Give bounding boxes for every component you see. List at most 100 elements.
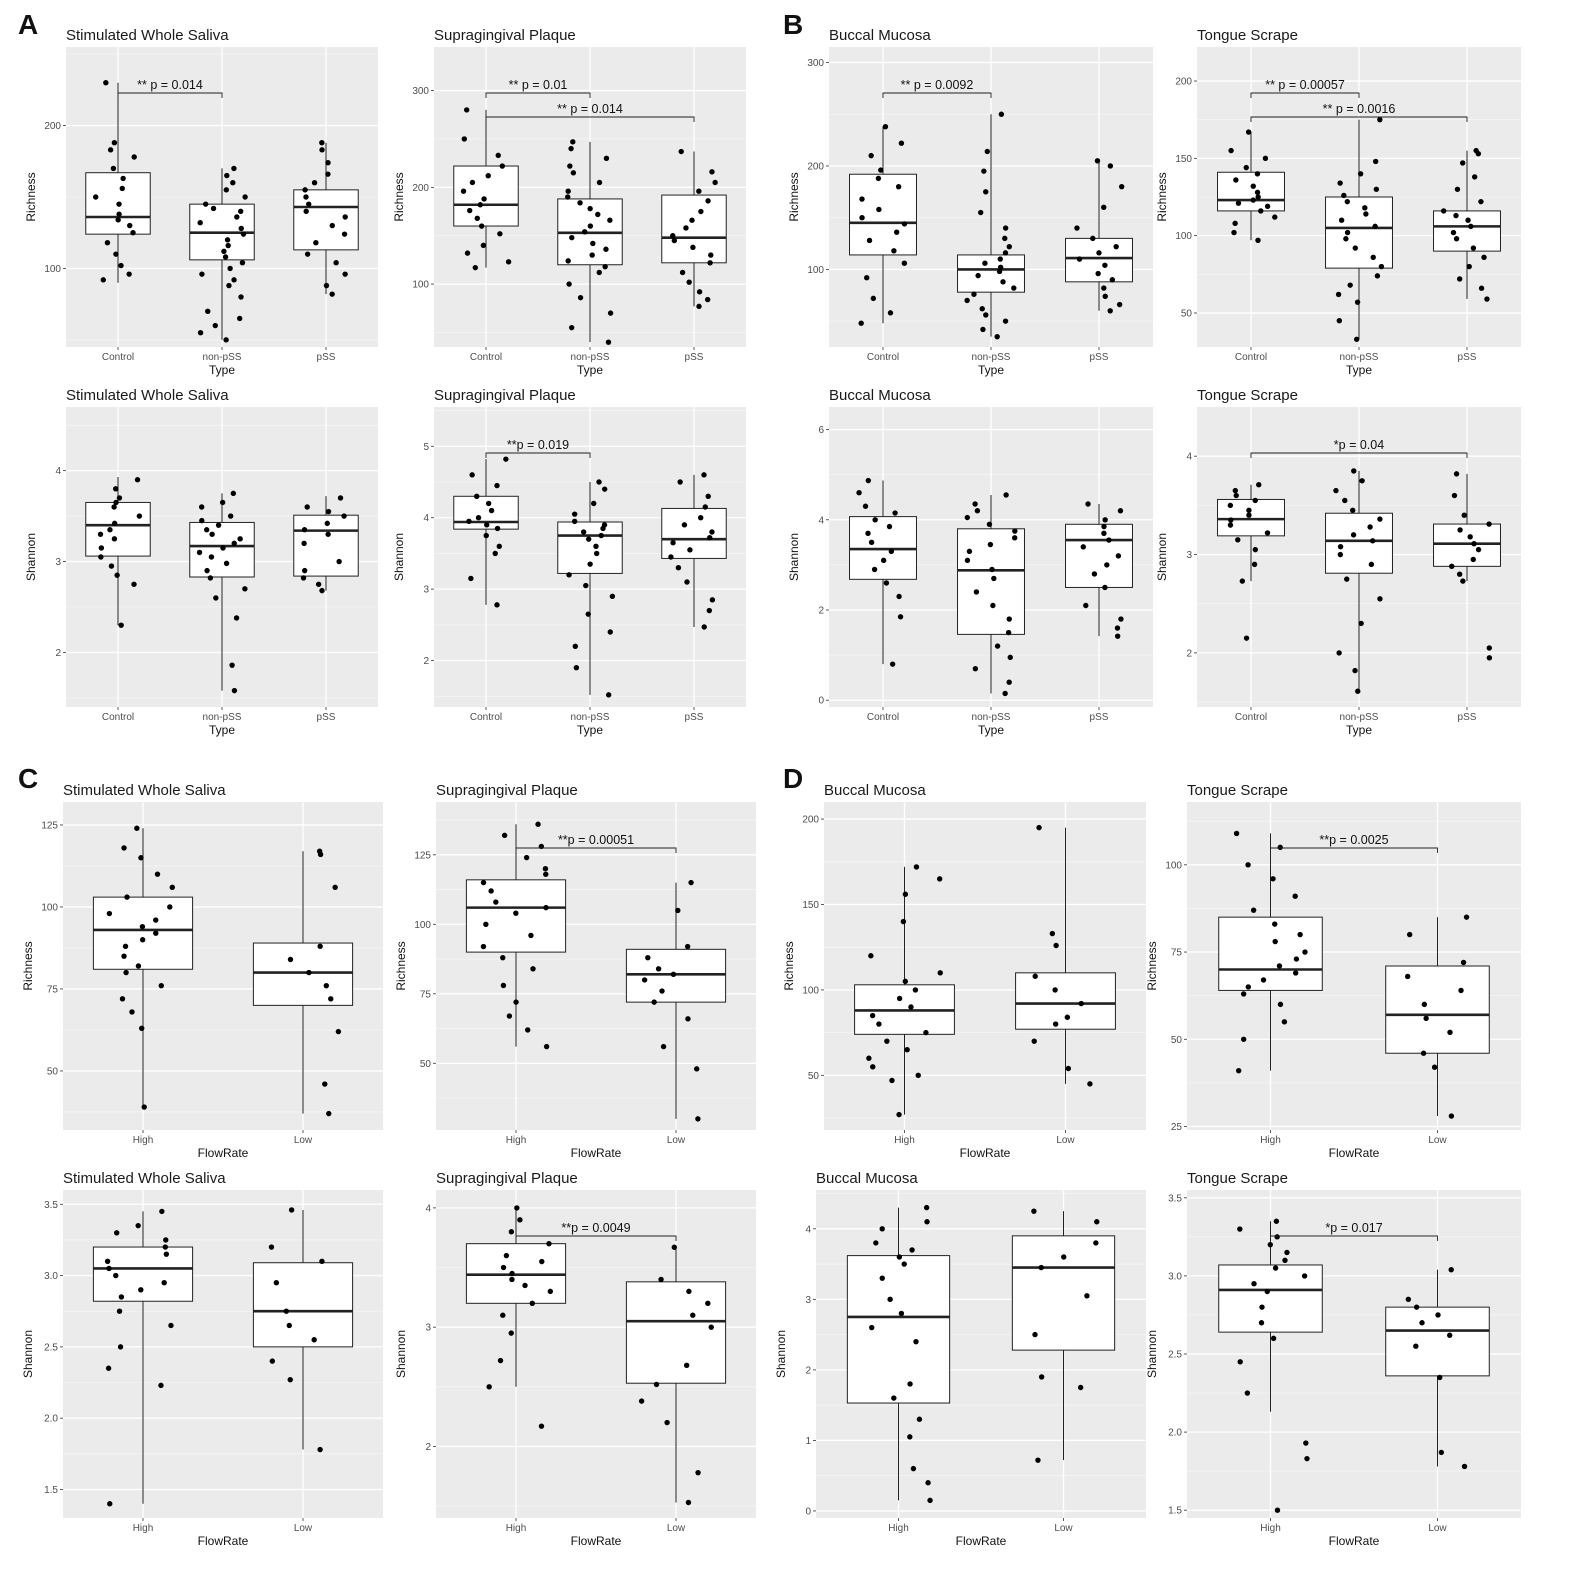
data-point <box>1405 1296 1412 1303</box>
y-tick-label: 0 <box>818 696 824 707</box>
data-point <box>994 333 1000 340</box>
data-point <box>196 549 203 556</box>
y-tick-label: 1.5 <box>1168 1506 1182 1517</box>
data-point <box>571 518 578 524</box>
data-point <box>585 611 591 617</box>
data-point <box>1333 487 1339 494</box>
data-point <box>302 187 308 193</box>
data-point <box>169 884 175 890</box>
data-point <box>1005 629 1012 636</box>
data-point <box>1096 250 1102 256</box>
x-tick-label: Control <box>867 712 899 723</box>
y-tick-label: 3 <box>423 585 429 596</box>
data-point <box>242 586 248 592</box>
x-axis-title: FlowRate <box>198 1146 249 1160</box>
data-point <box>876 206 882 213</box>
y-tick-label: 0 <box>805 1506 811 1517</box>
data-point <box>896 1254 903 1260</box>
data-point <box>317 943 323 950</box>
data-point <box>486 1384 492 1390</box>
y-axis-title: Shannon <box>787 533 801 581</box>
plot-title: Buccal Mucosa <box>829 387 931 404</box>
data-point <box>199 517 205 524</box>
y-tick-label: 75 <box>420 989 432 1000</box>
significance-bracket <box>1270 847 1438 853</box>
y-tick-label: 3.5 <box>44 1200 58 1211</box>
chart-a1: 100 200 Control non-pSS pSS ** p = 0.014 Stimu… <box>24 27 378 377</box>
data-point <box>900 918 907 925</box>
plot-title: Supragingival Plaque <box>434 387 576 404</box>
y-axis-title: Shannon <box>1145 1330 1159 1378</box>
plot-title: Stimulated Whole Saliva <box>63 782 226 799</box>
data-point <box>1267 1241 1273 1248</box>
data-point <box>705 493 711 499</box>
data-point <box>858 320 864 326</box>
x-tick-label: non-pSS <box>571 352 610 363</box>
data-point <box>509 1276 515 1283</box>
plot-title: Supragingival Plaque <box>434 27 576 44</box>
data-point <box>199 271 205 277</box>
data-point <box>964 557 971 564</box>
significance-label: ** p = 0.014 <box>557 102 623 116</box>
data-point <box>111 520 118 527</box>
data-point <box>113 1272 119 1279</box>
data-point <box>1272 214 1278 220</box>
data-point <box>1456 571 1463 577</box>
data-point <box>496 543 502 549</box>
y-axis-title: Shannon <box>24 533 38 581</box>
data-point <box>1377 116 1383 123</box>
data-point <box>221 248 227 254</box>
data-point <box>607 217 613 223</box>
data-point <box>328 996 334 1002</box>
data-point <box>1077 1384 1084 1391</box>
data-point <box>565 194 571 200</box>
data-point <box>1237 1226 1243 1232</box>
data-point <box>701 624 707 630</box>
x-tick-label: non-pSS <box>972 352 1011 363</box>
data-point <box>876 1021 882 1027</box>
data-point <box>972 665 979 672</box>
data-point <box>543 904 549 911</box>
panel-letter-d: D <box>783 763 803 794</box>
data-point <box>602 263 608 270</box>
data-point <box>690 1312 696 1318</box>
data-point <box>111 504 117 510</box>
data-point <box>97 531 104 537</box>
y-axis-title: Richness <box>24 172 38 221</box>
data-point <box>896 1111 902 1118</box>
y-axis-title: Richness <box>394 941 408 990</box>
data-point <box>1084 1293 1090 1299</box>
data-point <box>1113 243 1119 250</box>
data-point <box>658 1276 664 1283</box>
data-point <box>306 969 312 976</box>
data-point <box>1303 1440 1309 1446</box>
data-point <box>1252 546 1259 553</box>
data-point <box>1377 516 1383 522</box>
chart-c2: 50 75 100 125 High Low **p = 0.00051 Supragingi… <box>394 782 756 1160</box>
data-point <box>1002 225 1009 231</box>
data-point <box>688 879 694 886</box>
significance-label: *p = 0.017 <box>1325 1221 1382 1235</box>
data-point <box>161 1279 167 1286</box>
data-point <box>868 953 874 959</box>
data-point <box>315 581 322 587</box>
data-point <box>239 260 246 266</box>
data-point <box>1102 293 1108 300</box>
data-point <box>539 1258 545 1265</box>
data-point <box>704 296 711 303</box>
data-point <box>1350 507 1356 513</box>
data-point <box>273 1279 280 1286</box>
data-point <box>1450 229 1457 236</box>
significance-label: **p = 0.0025 <box>1319 833 1388 847</box>
data-point <box>304 504 310 510</box>
x-tick-label: Control <box>470 712 502 723</box>
data-point <box>1465 217 1471 223</box>
data-point <box>1233 830 1240 837</box>
data-point <box>1352 667 1358 674</box>
data-point <box>114 572 120 578</box>
data-point <box>698 208 704 215</box>
data-point <box>535 821 541 827</box>
data-point <box>879 1226 885 1232</box>
data-point <box>287 956 294 963</box>
data-point <box>983 189 989 195</box>
